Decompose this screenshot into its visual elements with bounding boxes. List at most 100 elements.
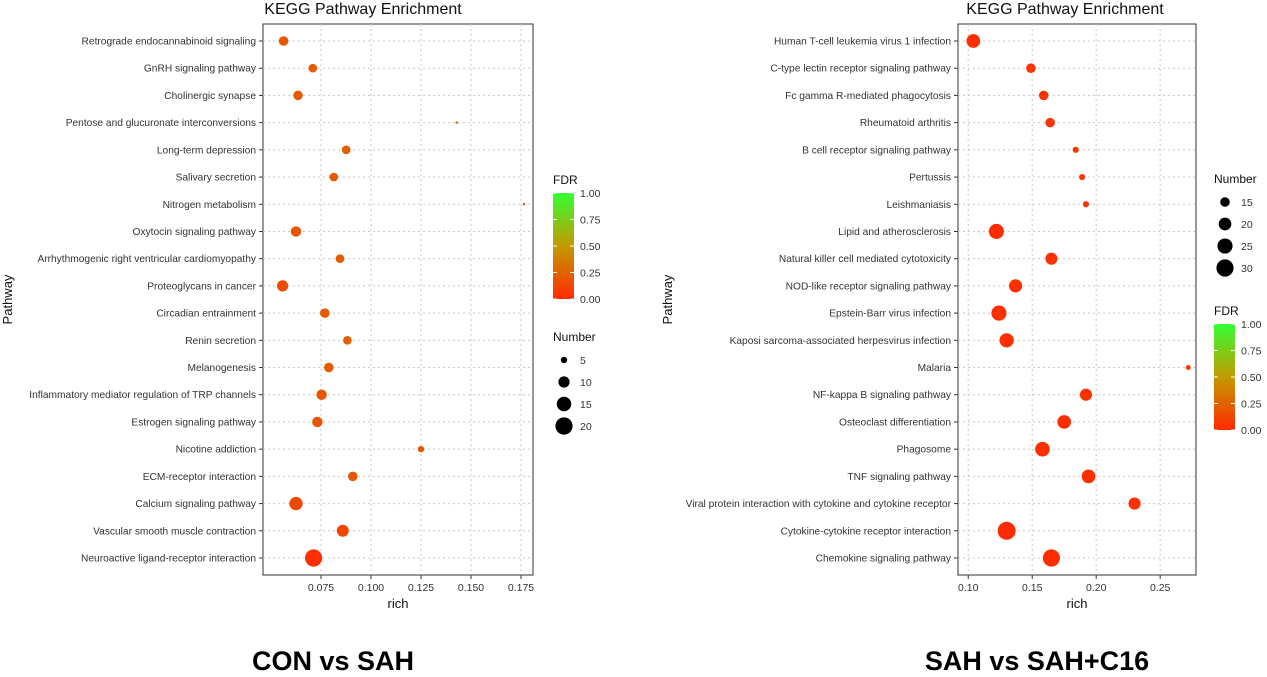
size-legend-dot <box>556 396 572 412</box>
data-point <box>276 280 289 292</box>
size-legend-label: 30 <box>1241 263 1253 275</box>
y-tick-label: B cell receptor signaling pathway <box>802 145 952 156</box>
size-legend-label: 25 <box>1241 241 1253 253</box>
panel-caption-right: SAH vs SAH+C16 <box>925 646 1149 672</box>
y-tick-label: GnRH signaling pathway <box>144 64 257 75</box>
data-point <box>1026 63 1036 74</box>
y-tick-label: Nicotine addiction <box>176 445 256 456</box>
y-tick-label: Chemokine signaling pathway <box>816 554 952 565</box>
data-point <box>329 172 339 182</box>
x-tick-label: 0.150 <box>458 582 484 594</box>
data-point <box>1035 441 1050 457</box>
chart-title: KEGG Pathway Enrichment <box>264 1 462 18</box>
panel-caption-left: CON vs SAH <box>252 646 414 672</box>
x-tick-label: 0.20 <box>1086 582 1107 594</box>
y-tick-label: Renin secretion <box>185 336 256 347</box>
y-tick-label: Pertussis <box>909 173 951 184</box>
data-point <box>1082 201 1090 208</box>
size-legend-dot <box>1216 259 1234 277</box>
size-legend-dot <box>1220 197 1230 207</box>
y-tick-label: NF-kappa B signaling pathway <box>813 390 952 401</box>
color-legend-label: 1.00 <box>580 188 601 200</box>
y-tick-label: Malaria <box>918 363 952 374</box>
y-tick-label: Retrograde endocannabinoid signaling <box>82 37 257 48</box>
color-legend-label: 0.25 <box>580 268 601 280</box>
y-tick-label: Inflammatory mediator regulation of TRP … <box>29 390 256 401</box>
data-point <box>324 362 334 373</box>
data-point <box>305 549 323 567</box>
data-point <box>293 90 303 101</box>
data-point <box>997 521 1016 540</box>
plot-area <box>957 23 1197 576</box>
size-legend-label: 15 <box>1241 197 1253 209</box>
data-point <box>966 34 981 48</box>
x-tick-label: 0.25 <box>1150 582 1171 594</box>
data-point <box>1079 173 1086 181</box>
size-legend-dot <box>1218 217 1232 231</box>
y-tick-label: Cytokine-cytokine receptor interaction <box>781 526 951 537</box>
color-legend-bar <box>553 193 574 299</box>
color-legend-label: 0.75 <box>1241 346 1262 358</box>
data-point <box>1081 469 1096 484</box>
color-legend-label: 0.50 <box>580 241 601 253</box>
color-legend-label: 0.00 <box>580 294 601 306</box>
size-legend-dot <box>558 376 570 388</box>
x-tick-label: 0.10 <box>958 582 979 594</box>
data-point <box>308 63 318 73</box>
data-point <box>312 416 323 428</box>
size-legend-label: 20 <box>580 421 592 433</box>
color-legend-title: FDR <box>1214 304 1239 318</box>
y-tick-label: Long-term depression <box>157 145 256 156</box>
y-tick-label: Arrhythmogenic right ventricular cardiom… <box>37 254 256 265</box>
y-tick-label: TNF signaling pathway <box>847 472 952 483</box>
data-point <box>1038 90 1049 101</box>
size-legend-title: Number <box>553 330 596 344</box>
data-point <box>316 389 327 400</box>
data-point <box>991 305 1007 321</box>
y-tick-label: Estrogen signaling pathway <box>131 417 256 428</box>
size-legend-dot <box>560 356 568 364</box>
chart-panel-1: KEGG Pathway Enrichment Retrograde endoca… <box>0 1 601 611</box>
y-tick-label: Fc gamma R-mediated phagocytosis <box>785 91 951 102</box>
data-point <box>336 524 349 537</box>
data-point <box>1057 415 1072 429</box>
size-legend-title: Number <box>1214 172 1257 186</box>
y-tick-label: Lipid and atherosclerosis <box>838 227 951 238</box>
color-legend-title: FDR <box>553 173 578 187</box>
data-point <box>290 226 302 237</box>
y-tick-label: Vascular smooth muscle contraction <box>93 526 256 537</box>
size-legend-label: 20 <box>1241 219 1253 231</box>
y-tick-label: Cholinergic synapse <box>164 91 256 102</box>
color-legend-label: 0.25 <box>1241 399 1262 411</box>
data-point <box>455 121 459 124</box>
color-legend-label: 0.00 <box>1241 425 1262 437</box>
x-axis-title: rich <box>1067 596 1088 611</box>
y-tick-label: Pentose and glucuronate interconversions <box>66 118 256 129</box>
y-tick-label: Oxytocin signaling pathway <box>133 227 257 238</box>
x-tick-label: 0.075 <box>308 582 334 594</box>
color-legend-bar <box>1214 324 1235 430</box>
y-tick-label: Neuroactive ligand-receptor interaction <box>81 554 256 565</box>
y-tick-label: Rheumatoid arthritis <box>860 118 951 129</box>
data-point <box>335 254 345 264</box>
data-point <box>343 335 352 345</box>
data-point <box>1045 117 1055 128</box>
y-axis-title: Pathway <box>0 274 15 324</box>
y-tick-label: Natural killer cell mediated cytotoxicit… <box>779 254 952 265</box>
data-point <box>348 471 358 482</box>
chart-panel-2: KEGG Pathway Enrichment Human T-cell leuk… <box>660 1 1262 611</box>
x-tick-label: 0.15 <box>1022 582 1043 594</box>
data-point <box>988 223 1004 240</box>
data-point <box>289 496 303 511</box>
y-tick-label: NOD-like receptor signaling pathway <box>786 281 952 292</box>
y-tick-label: Phagosome <box>897 445 952 456</box>
data-point <box>1045 252 1058 265</box>
x-tick-label: 0.175 <box>508 582 534 594</box>
data-point <box>522 203 526 206</box>
data-point <box>417 445 425 453</box>
y-tick-label: Kaposi sarcoma-associated herpesvirus in… <box>730 336 951 347</box>
data-point <box>999 333 1014 348</box>
y-tick-label: ECM-receptor interaction <box>143 472 256 483</box>
data-point <box>1072 146 1079 153</box>
